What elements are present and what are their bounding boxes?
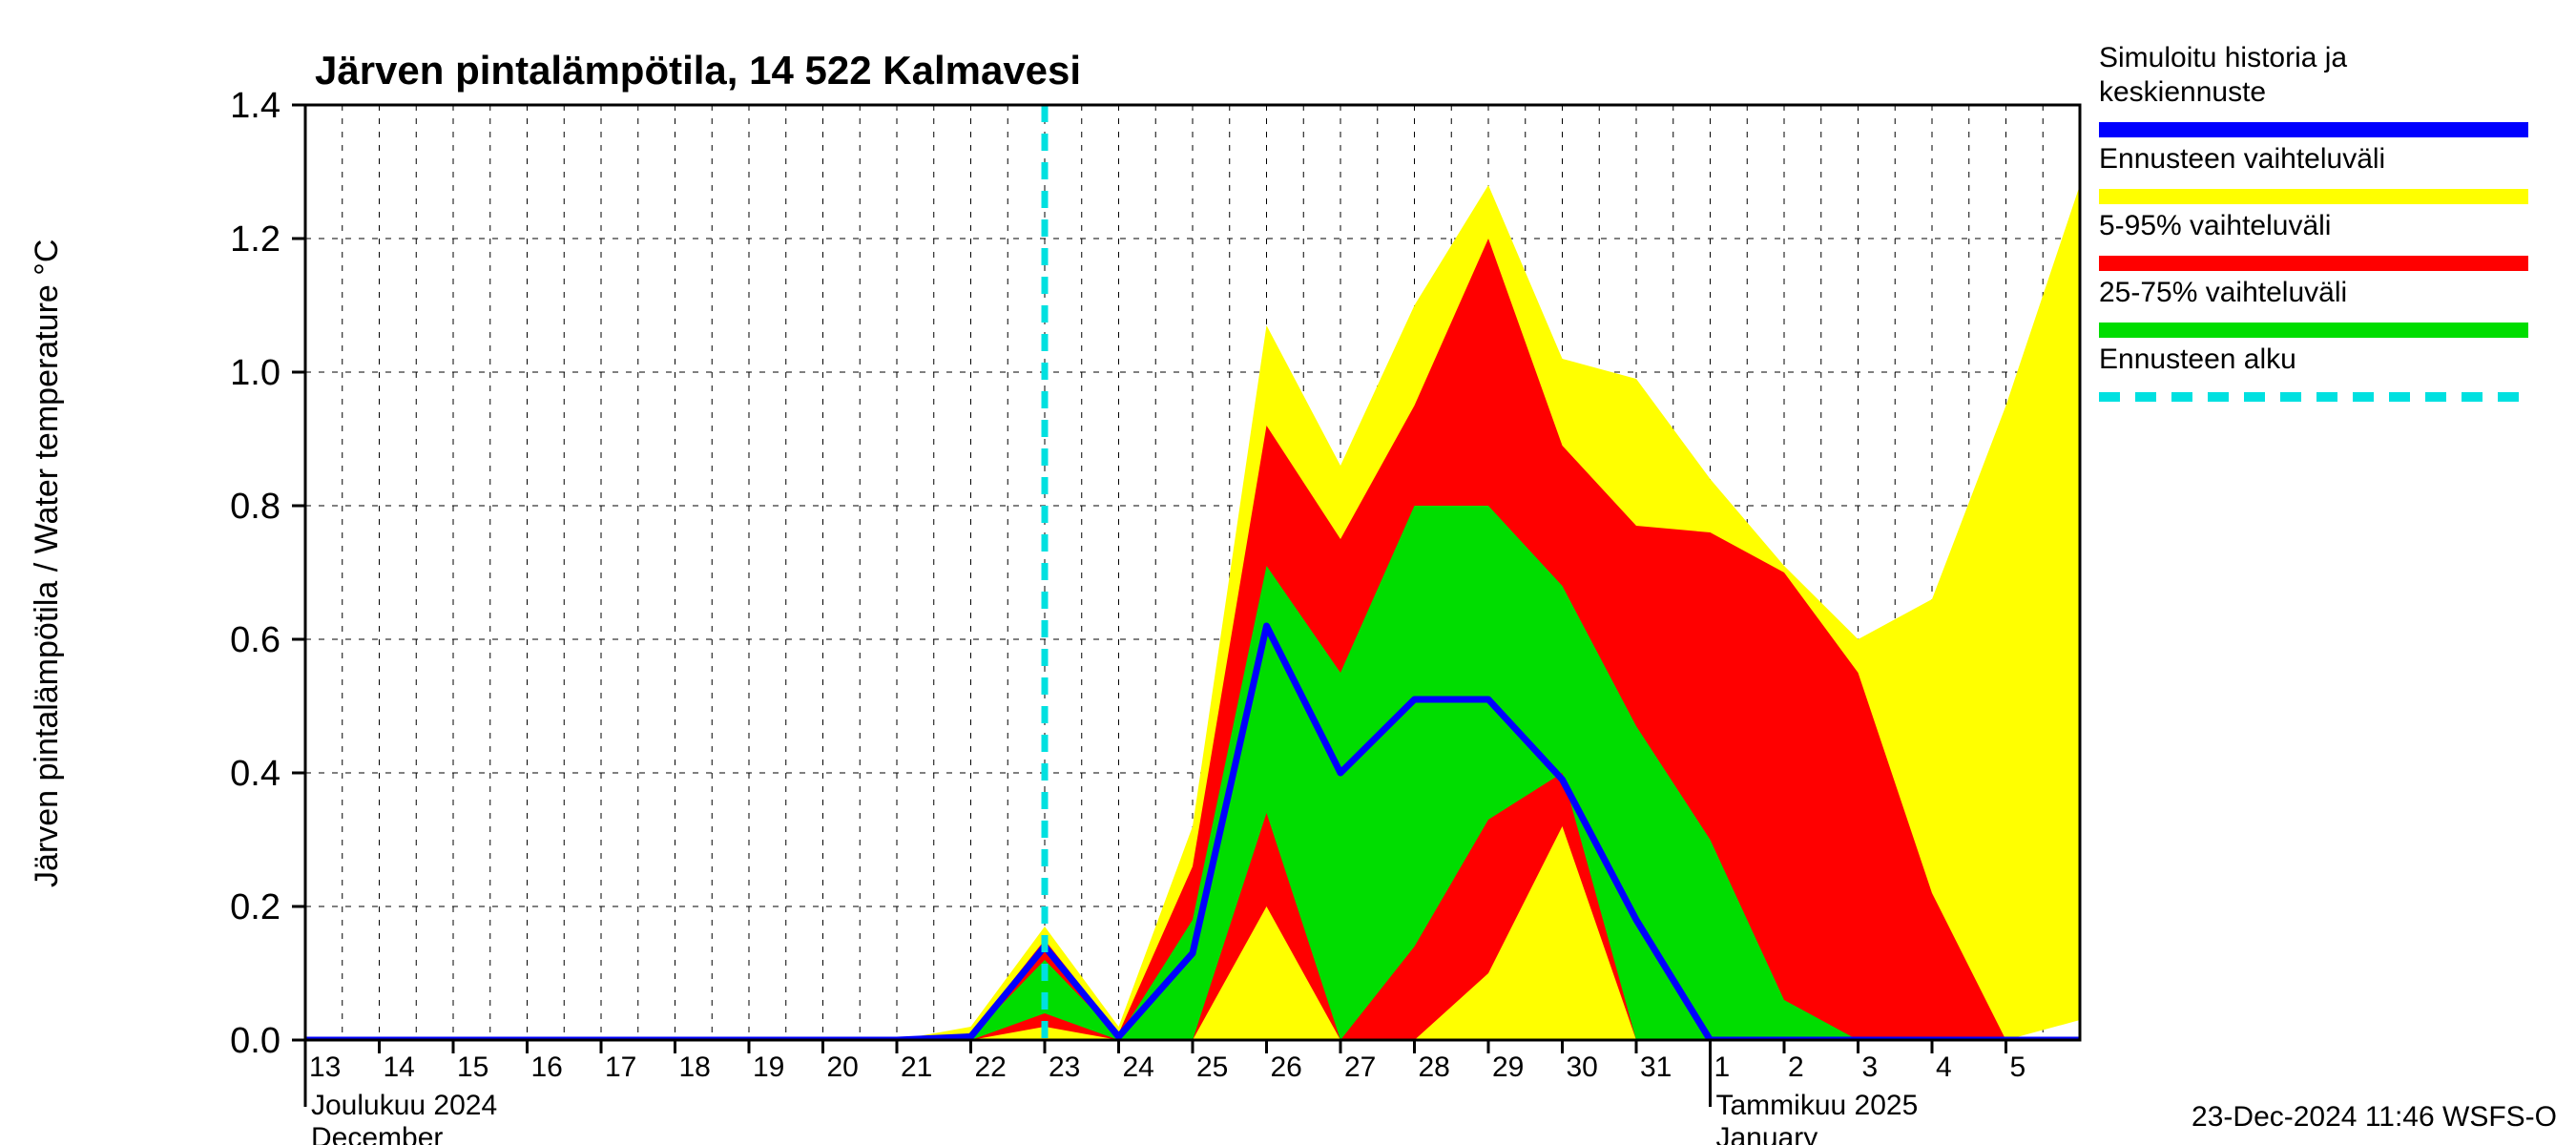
xtick-label: 26 (1271, 1051, 1302, 1083)
legend-swatch (2099, 323, 2528, 338)
xtick-label: 23 (1049, 1051, 1080, 1083)
xtick-label: 19 (753, 1051, 784, 1083)
xtick-label: 24 (1123, 1051, 1154, 1083)
month-jan-fi: Tammikuu 2025 (1716, 1090, 1919, 1121)
xtick-label: 14 (384, 1051, 415, 1083)
xtick-label: 3 (1862, 1051, 1879, 1083)
footer-timestamp: 23-Dec-2024 11:46 WSFS-O (2192, 1101, 2557, 1133)
chart-title: Järven pintalämpötila, 14 522 Kalmavesi (315, 48, 1081, 93)
xtick-label: 5 (2010, 1051, 2026, 1083)
xtick-label: 20 (827, 1051, 859, 1083)
xtick-label: 27 (1344, 1051, 1376, 1083)
legend-swatch (2099, 189, 2528, 204)
ytick-label: 0.4 (230, 754, 280, 794)
ytick-label: 1.0 (230, 353, 280, 393)
chart-svg: 0.00.20.40.60.81.01.21.41314151617181920… (0, 0, 2576, 1145)
xtick-label: 22 (975, 1051, 1007, 1083)
ytick-label: 0.6 (230, 620, 280, 660)
xtick-label: 4 (1936, 1051, 1952, 1083)
ytick-label: 1.4 (230, 86, 280, 126)
xtick-label: 18 (679, 1051, 711, 1083)
legend-swatch (2099, 256, 2528, 271)
month-jan-en: January (1716, 1122, 1818, 1145)
ytick-label: 0.0 (230, 1021, 280, 1061)
legend-swatch (2099, 122, 2528, 137)
xtick-label: 30 (1567, 1051, 1598, 1083)
y-axis-label: Järven pintalämpötila / Water temperatur… (29, 239, 65, 887)
xtick-label: 2 (1788, 1051, 1804, 1083)
xtick-label: 25 (1196, 1051, 1228, 1083)
ytick-label: 0.8 (230, 487, 280, 527)
xtick-label: 1 (1714, 1051, 1731, 1083)
legend-label: keskiennuste (2099, 76, 2266, 108)
legend-label: Ennusteen alku (2099, 344, 2296, 375)
legend-label: 25-75% vaihteluväli (2099, 277, 2347, 308)
xtick-label: 15 (457, 1051, 488, 1083)
ytick-label: 0.2 (230, 887, 280, 927)
legend-label: Ennusteen vaihteluväli (2099, 143, 2385, 175)
legend-label: 5-95% vaihteluväli (2099, 210, 2331, 241)
xtick-label: 29 (1492, 1051, 1524, 1083)
month-dec-en: December (311, 1122, 443, 1145)
ytick-label: 1.2 (230, 219, 280, 260)
chart-container: 0.00.20.40.60.81.01.21.41314151617181920… (0, 0, 2576, 1145)
xtick-label: 28 (1419, 1051, 1450, 1083)
xtick-label: 17 (605, 1051, 636, 1083)
xtick-label: 21 (901, 1051, 932, 1083)
xtick-label: 13 (309, 1051, 341, 1083)
legend-label: Simuloitu historia ja (2099, 42, 2347, 73)
month-dec-fi: Joulukuu 2024 (311, 1090, 497, 1121)
xtick-label: 31 (1640, 1051, 1672, 1083)
xtick-label: 16 (531, 1051, 563, 1083)
